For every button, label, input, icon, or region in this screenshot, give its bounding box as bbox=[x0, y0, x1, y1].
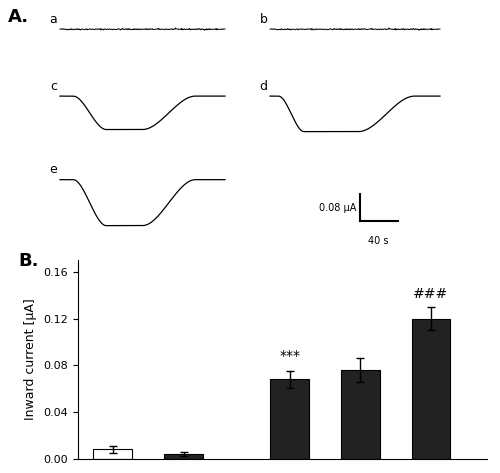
Text: 0.08 μA: 0.08 μA bbox=[318, 203, 356, 213]
Text: e: e bbox=[50, 163, 58, 176]
Bar bbox=[94, 449, 132, 459]
Bar bbox=[270, 379, 309, 459]
Text: ***: *** bbox=[279, 349, 300, 363]
Text: A.: A. bbox=[8, 9, 28, 26]
Text: d: d bbox=[260, 80, 268, 93]
Text: B.: B. bbox=[18, 252, 38, 270]
Bar bbox=[341, 370, 380, 459]
Text: ###: ### bbox=[414, 287, 448, 301]
Text: a: a bbox=[50, 13, 58, 26]
Y-axis label: Inward current [μA]: Inward current [μA] bbox=[24, 298, 38, 420]
Text: b: b bbox=[260, 13, 268, 26]
Text: 40 s: 40 s bbox=[368, 236, 389, 246]
Text: c: c bbox=[50, 80, 58, 93]
Bar bbox=[164, 454, 203, 459]
Bar bbox=[412, 319, 451, 459]
